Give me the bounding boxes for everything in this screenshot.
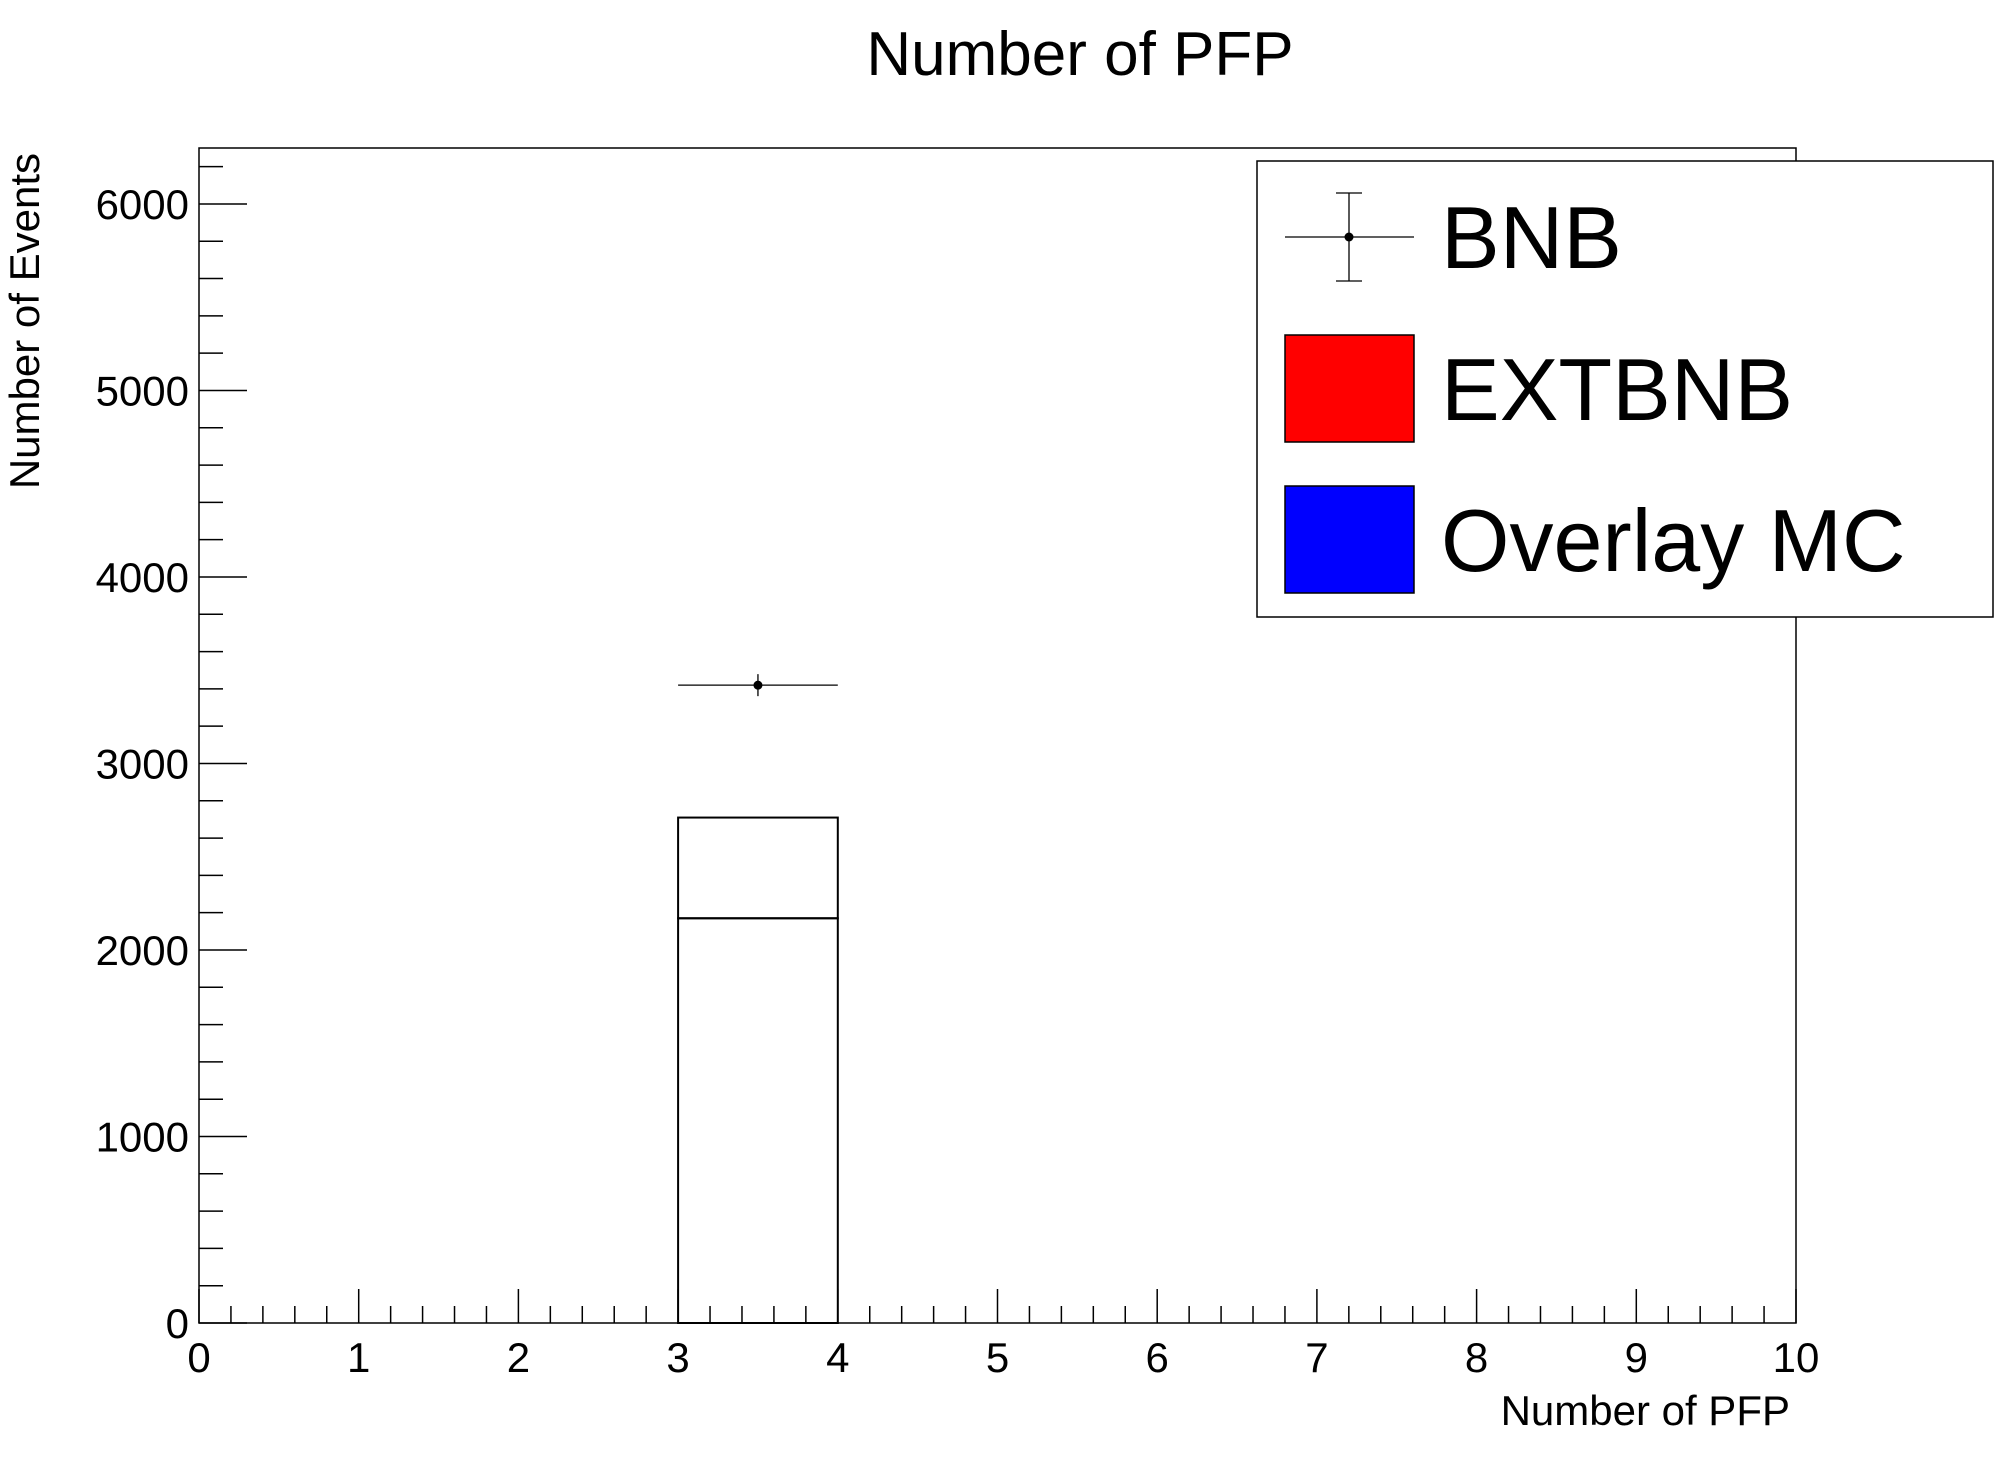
y-tick-label: 2000 [96, 927, 189, 974]
legend-marker-point [1344, 232, 1354, 242]
y-tick-label: 0 [166, 1300, 189, 1347]
y-tick-label: 5000 [96, 367, 189, 414]
x-tick-label: 3 [666, 1334, 689, 1381]
y-tick-label: 3000 [96, 740, 189, 787]
y-tick-label: 1000 [96, 1113, 189, 1160]
y-tick-label: 6000 [96, 181, 189, 228]
bar-extbnb [677, 816, 839, 920]
data-point-bnb [753, 680, 763, 690]
y-tick-label: 4000 [96, 554, 189, 601]
y-axis: 0 1000 2000 3000 4000 5000 6000 [96, 165, 247, 1347]
legend: BNB EXTBNB Overlay MC [1256, 160, 1994, 618]
x-axis-label: Number of PFP [1501, 1387, 1790, 1434]
x-tick-label: 5 [986, 1334, 1009, 1381]
x-tick-label: 6 [1146, 1334, 1169, 1381]
legend-swatch-overlay-mc [1284, 485, 1415, 594]
x-tick-label: 9 [1625, 1334, 1648, 1381]
legend-label: BNB [1441, 188, 1622, 287]
legend-swatch-extbnb [1284, 334, 1415, 443]
stacked-bars [677, 816, 839, 1324]
y-axis-label: Number of Events [1, 153, 48, 489]
chart-title: Number of PFP [866, 20, 1293, 89]
x-axis: 0 1 2 3 4 5 6 7 8 9 10 [187, 1289, 1819, 1381]
data-points [678, 674, 838, 697]
legend-label: EXTBNB [1441, 340, 1793, 439]
legend-label: Overlay MC [1441, 491, 1906, 590]
x-tick-label: 7 [1305, 1334, 1328, 1381]
x-tick-label: 1 [347, 1334, 370, 1381]
x-tick-label: 0 [187, 1334, 210, 1381]
x-tick-label: 8 [1465, 1334, 1488, 1381]
bar-overlay-mc [677, 917, 839, 1324]
x-tick-label: 2 [507, 1334, 530, 1381]
x-tick-label: 10 [1773, 1334, 1820, 1381]
x-tick-label: 4 [826, 1334, 849, 1381]
